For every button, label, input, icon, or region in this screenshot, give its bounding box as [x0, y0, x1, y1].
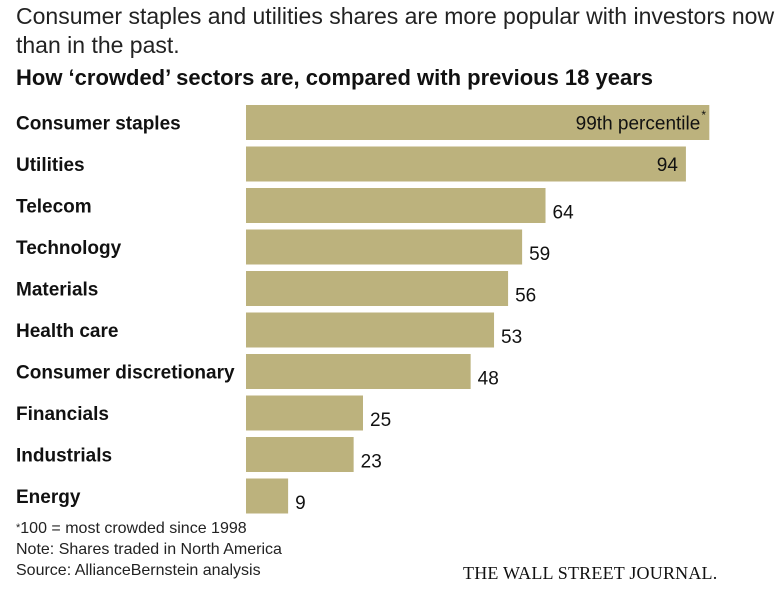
footnote-definition: *100 = most crowded since 1998 — [16, 518, 282, 539]
bar-technology — [246, 229, 523, 265]
category-label-industrials: Industrials — [16, 446, 112, 467]
value-label-telecom: 64 — [553, 203, 575, 224]
footnote-note: Note: Shares traded in North America — [16, 541, 282, 558]
category-label-consumer-discretionary: Consumer discretionary — [16, 363, 235, 384]
chart-footer: *100 = most crowded since 1998 Note: Sha… — [16, 518, 282, 581]
value-label-energy: 9 — [295, 493, 306, 514]
value-label-technology: 59 — [529, 244, 550, 265]
category-label-energy: Energy — [16, 487, 81, 508]
category-label-health-care: Health care — [16, 321, 118, 342]
bar-consumer-discretionary — [246, 354, 471, 389]
footnote-marker-label: * — [701, 108, 706, 122]
bar-utilities — [246, 146, 686, 182]
value-label-materials: 56 — [515, 286, 536, 307]
category-label-telecom: Telecom — [16, 197, 92, 218]
category-label-materials: Materials — [16, 280, 98, 301]
category-label-utilities: Utilities — [16, 155, 85, 176]
bar-consumer-staples — [246, 105, 710, 140]
wsj-logo: THE WALL STREET JOURNAL. — [463, 563, 718, 583]
chart-headline: Consumer staples and utilities shares ar… — [16, 3, 775, 58]
value-label-consumer-staples: 99th percentile — [576, 114, 701, 135]
bar-materials — [246, 271, 509, 306]
category-label-technology: Technology — [16, 238, 122, 259]
value-label-utilities: 94 — [657, 155, 679, 176]
value-label-financials: 25 — [370, 410, 391, 431]
value-label-industrials: 23 — [361, 452, 382, 473]
bar-financials — [246, 395, 363, 431]
category-label-consumer-staples: Consumer staples — [16, 114, 181, 135]
bar-energy — [246, 478, 289, 514]
value-label-consumer-discretionary: 48 — [478, 369, 499, 390]
footnote-source: Source: AllianceBernstein analysis — [16, 562, 261, 579]
bar-telecom — [246, 188, 546, 223]
value-label-health-care: 53 — [501, 327, 522, 348]
bar-chart: Consumer staples 99th percentile * Utilitie… — [16, 105, 710, 514]
footnote-marker: * — [16, 522, 21, 534]
bar-industrials — [246, 437, 354, 472]
footnote-definition-text: 100 = most crowded since 1998 — [20, 520, 247, 537]
category-label-financials: Financials — [16, 404, 109, 425]
chart-subhead: How ‘crowded’ sectors are, compared with… — [16, 65, 654, 90]
bar-health-care — [246, 312, 495, 348]
